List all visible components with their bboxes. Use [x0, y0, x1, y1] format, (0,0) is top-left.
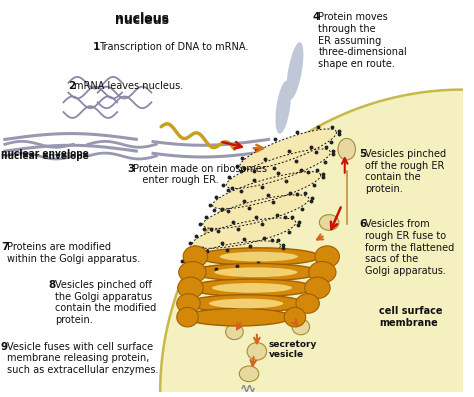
- Text: Vesicle fuses with cell surface
membrane releasing protein,
such as extracellula: Vesicle fuses with cell surface membrane…: [7, 341, 158, 375]
- Ellipse shape: [226, 324, 243, 339]
- Ellipse shape: [275, 81, 291, 134]
- Ellipse shape: [192, 218, 296, 249]
- Ellipse shape: [247, 343, 267, 360]
- Text: Vesicles pinched
off the rough ER
contain the
protein.: Vesicles pinched off the rough ER contai…: [365, 149, 447, 194]
- Ellipse shape: [212, 283, 292, 293]
- Ellipse shape: [226, 149, 330, 189]
- Text: Transcription of DNA to mRNA.: Transcription of DNA to mRNA.: [99, 42, 248, 52]
- Text: 2: 2: [68, 81, 76, 91]
- Ellipse shape: [296, 294, 319, 313]
- Text: secretory
vesicle: secretory vesicle: [269, 339, 317, 359]
- Text: 4: 4: [312, 12, 320, 23]
- Ellipse shape: [183, 246, 208, 267]
- Text: Vesicles from
rough ER fuse to
form the flattened
sacs of the
Golgi apparatus.: Vesicles from rough ER fuse to form the …: [365, 220, 455, 276]
- Text: Proteins are modified
within the Golgi apparatus.: Proteins are modified within the Golgi a…: [7, 242, 140, 264]
- Text: nuclear envelope: nuclear envelope: [1, 148, 89, 158]
- Ellipse shape: [179, 262, 206, 283]
- Text: mRNA leaves nucleus.: mRNA leaves nucleus.: [74, 81, 183, 91]
- Ellipse shape: [178, 277, 203, 299]
- Text: nucleus: nucleus: [115, 14, 169, 27]
- Ellipse shape: [184, 241, 281, 266]
- Text: nuclear envelope: nuclear envelope: [1, 152, 89, 160]
- Ellipse shape: [198, 248, 320, 266]
- Ellipse shape: [305, 277, 330, 299]
- Ellipse shape: [220, 252, 298, 262]
- Ellipse shape: [209, 299, 283, 308]
- Text: 7: 7: [1, 242, 9, 252]
- Ellipse shape: [284, 307, 306, 327]
- Text: 3: 3: [127, 164, 134, 174]
- Text: 1: 1: [93, 42, 100, 52]
- Ellipse shape: [212, 172, 321, 209]
- Text: 5: 5: [359, 149, 367, 159]
- Text: Vesicles pinched off
the Golgi apparatus
contain the modified
protein.: Vesicles pinched off the Golgi apparatus…: [55, 280, 156, 325]
- Ellipse shape: [192, 264, 319, 281]
- Ellipse shape: [185, 308, 291, 326]
- Ellipse shape: [240, 129, 337, 170]
- Text: 8: 8: [49, 280, 56, 290]
- Ellipse shape: [188, 295, 305, 312]
- Ellipse shape: [177, 307, 198, 327]
- Ellipse shape: [239, 366, 259, 382]
- Ellipse shape: [292, 319, 310, 335]
- Ellipse shape: [203, 195, 309, 229]
- Ellipse shape: [177, 294, 200, 313]
- Ellipse shape: [190, 279, 314, 297]
- Ellipse shape: [338, 139, 356, 160]
- Text: 9: 9: [1, 341, 8, 352]
- Polygon shape: [160, 90, 463, 392]
- Ellipse shape: [309, 262, 336, 283]
- Ellipse shape: [319, 215, 339, 230]
- Text: Protein moves
through the
ER assuming
three-dimensional
shape en route.: Protein moves through the ER assuming th…: [319, 12, 407, 69]
- Ellipse shape: [214, 267, 297, 277]
- Text: cell surface
membrane: cell surface membrane: [379, 306, 442, 328]
- Text: nucleus: nucleus: [115, 12, 169, 25]
- Text: 6: 6: [359, 220, 367, 229]
- Text: Protein made on ribosomes
   enter rough ER.: Protein made on ribosomes enter rough ER…: [133, 164, 267, 185]
- Ellipse shape: [315, 246, 339, 267]
- Ellipse shape: [286, 42, 303, 100]
